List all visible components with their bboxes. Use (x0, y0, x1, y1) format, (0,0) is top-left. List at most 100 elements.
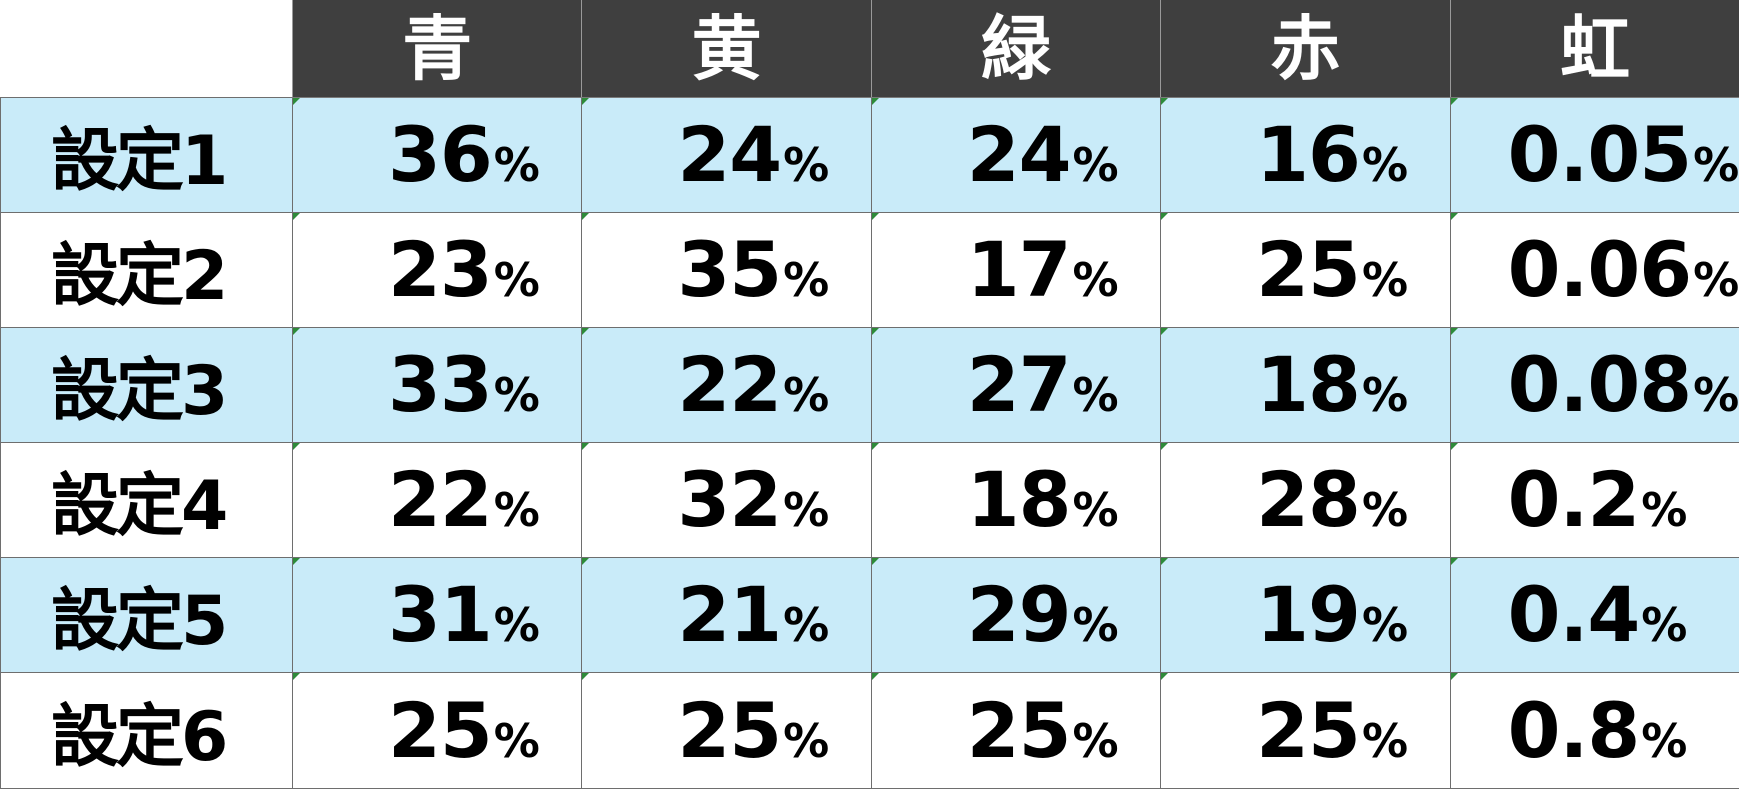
cell-value[interactable]: 32% (582, 442, 871, 557)
cell-value[interactable]: 24% (582, 97, 871, 212)
percent-unit: % (494, 483, 540, 537)
cell-value[interactable]: 21% (582, 557, 871, 672)
cell-number: 0.08 (1508, 340, 1692, 429)
percent-unit: % (494, 714, 540, 768)
cell-value[interactable]: 19% (1161, 557, 1450, 672)
corner-cell[interactable] (1, 0, 293, 97)
cell-number: 0.4 (1508, 570, 1640, 659)
percent-unit: % (1362, 138, 1408, 192)
percent-unit: % (1362, 368, 1408, 422)
cell-number: 25 (1256, 225, 1360, 314)
cell-number: 24 (967, 110, 1071, 199)
cell-number: 33 (388, 340, 492, 429)
cell-value[interactable]: 17% (871, 212, 1160, 327)
cell-number: 28 (1256, 455, 1360, 544)
percent-unit: % (1362, 483, 1408, 537)
table-row: 設定3 33% 22% 27% 18% 0.08% (1, 327, 1739, 442)
cell-value[interactable]: 0.8% (1450, 672, 1739, 788)
percent-unit: % (494, 368, 540, 422)
column-header-yellow[interactable]: 黄 (582, 0, 871, 97)
cell-number: 27 (967, 340, 1071, 429)
cell-value[interactable]: 23% (293, 212, 582, 327)
percent-unit: % (1362, 253, 1408, 307)
row-label-setting-1[interactable]: 設定1 (1, 97, 293, 212)
cell-value[interactable]: 33% (293, 327, 582, 442)
percent-unit: % (1073, 368, 1119, 422)
cell-value[interactable]: 25% (1161, 212, 1450, 327)
row-label-setting-6[interactable]: 設定6 (1, 672, 293, 788)
cell-value[interactable]: 24% (871, 97, 1160, 212)
cell-value[interactable]: 0.05% (1450, 97, 1739, 212)
cell-number: 25 (1256, 686, 1360, 775)
cell-value[interactable]: 36% (293, 97, 582, 212)
column-header-red[interactable]: 赤 (1161, 0, 1450, 97)
table-row: 設定5 31% 21% 29% 19% 0.4% (1, 557, 1739, 672)
cell-value[interactable]: 35% (582, 212, 871, 327)
cell-number: 0.05 (1508, 110, 1692, 199)
table-row: 設定1 36% 24% 24% 16% 0.05% (1, 97, 1739, 212)
cell-value[interactable]: 25% (1161, 672, 1450, 788)
cell-number: 29 (967, 570, 1071, 659)
cell-number: 18 (1256, 340, 1360, 429)
cell-number: 0.2 (1508, 455, 1640, 544)
cell-number: 32 (677, 455, 781, 544)
percent-unit: % (494, 253, 540, 307)
percent-unit: % (783, 483, 829, 537)
cell-number: 18 (967, 455, 1071, 544)
row-label-setting-2[interactable]: 設定2 (1, 212, 293, 327)
cell-value[interactable]: 25% (293, 672, 582, 788)
cell-value[interactable]: 18% (871, 442, 1160, 557)
cell-value[interactable]: 16% (1161, 97, 1450, 212)
cell-value[interactable]: 31% (293, 557, 582, 672)
cell-value[interactable]: 28% (1161, 442, 1450, 557)
cell-value[interactable]: 27% (871, 327, 1160, 442)
cell-value[interactable]: 29% (871, 557, 1160, 672)
percent-unit: % (1073, 598, 1119, 652)
percent-unit: % (1073, 714, 1119, 768)
cell-number: 21 (677, 570, 781, 659)
cell-value[interactable]: 22% (293, 442, 582, 557)
percent-unit: % (783, 138, 829, 192)
table-row: 設定4 22% 32% 18% 28% 0.2% (1, 442, 1739, 557)
row-label-setting-5[interactable]: 設定5 (1, 557, 293, 672)
cell-number: 24 (677, 110, 781, 199)
table-row: 設定6 25% 25% 25% 25% 0.8% (1, 672, 1739, 788)
cell-number: 25 (388, 686, 492, 775)
cell-number: 31 (388, 570, 492, 659)
cell-value[interactable]: 0.06% (1450, 212, 1739, 327)
column-header-rainbow[interactable]: 虹 (1450, 0, 1739, 97)
percent-unit: % (783, 253, 829, 307)
cell-number: 17 (967, 225, 1071, 314)
cell-value[interactable]: 0.08% (1450, 327, 1739, 442)
cell-number: 0.06 (1508, 225, 1692, 314)
cell-value[interactable]: 0.2% (1450, 442, 1739, 557)
percent-unit: % (494, 598, 540, 652)
percent-unit: % (1693, 253, 1739, 307)
cell-value[interactable]: 25% (871, 672, 1160, 788)
cell-value[interactable]: 0.4% (1450, 557, 1739, 672)
row-label-setting-3[interactable]: 設定3 (1, 327, 293, 442)
cell-number: 0.8 (1508, 686, 1640, 775)
percent-unit: % (1073, 253, 1119, 307)
column-header-blue[interactable]: 青 (293, 0, 582, 97)
cell-number: 22 (388, 455, 492, 544)
percent-unit: % (494, 138, 540, 192)
cell-number: 25 (677, 686, 781, 775)
cell-number: 23 (388, 225, 492, 314)
cell-number: 19 (1256, 570, 1360, 659)
cell-value[interactable]: 18% (1161, 327, 1450, 442)
percent-unit: % (783, 368, 829, 422)
header-row: 青 黄 緑 赤 虹 (1, 0, 1739, 97)
percent-unit: % (1362, 714, 1408, 768)
percent-unit: % (783, 598, 829, 652)
column-header-green[interactable]: 緑 (871, 0, 1160, 97)
cell-number: 35 (677, 225, 781, 314)
percent-unit: % (1362, 598, 1408, 652)
cell-value[interactable]: 22% (582, 327, 871, 442)
cell-value[interactable]: 25% (582, 672, 871, 788)
percent-unit: % (1073, 138, 1119, 192)
cell-number: 36 (388, 110, 492, 199)
row-label-setting-4[interactable]: 設定4 (1, 442, 293, 557)
